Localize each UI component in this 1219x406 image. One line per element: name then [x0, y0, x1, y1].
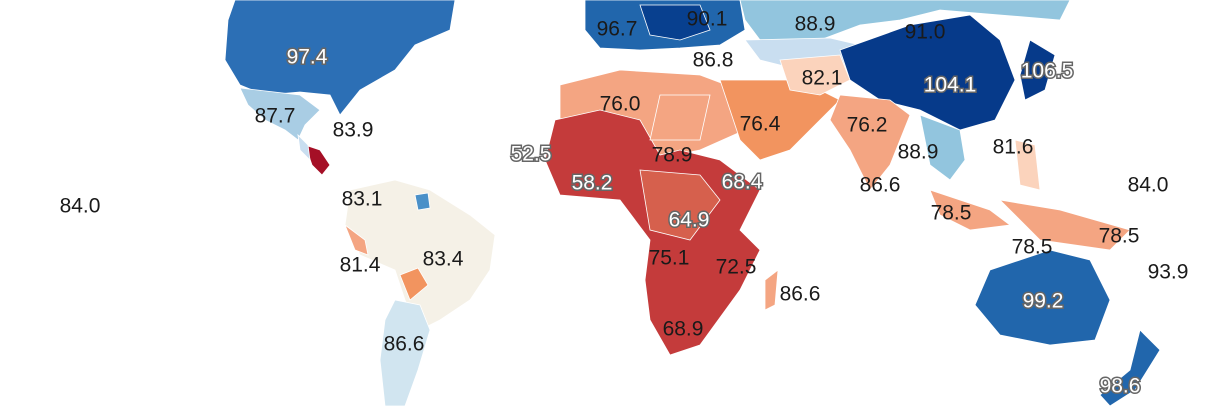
region-label: 106.5 — [1021, 60, 1074, 83]
region-label: 87.7 — [255, 105, 296, 128]
region-label: 91.0 — [905, 21, 946, 44]
region-label: 72.5 — [716, 256, 757, 279]
region-label: 52.5 — [511, 143, 552, 166]
land — [224, 0, 1161, 406]
region-label: 86.6 — [860, 174, 901, 197]
region-label: 78.5 — [1012, 236, 1053, 259]
region-label: 88.9 — [898, 141, 939, 164]
region-label: 76.2 — [847, 114, 888, 137]
region-label: 97.4 — [287, 46, 328, 69]
region-label: 84.0 — [60, 195, 101, 218]
region-label: 84.0 — [1128, 174, 1169, 197]
region-label: 64.9 — [669, 209, 710, 232]
region-label: 90.1 — [687, 8, 728, 31]
region-label: 58.2 — [572, 172, 613, 195]
region-label: 78.9 — [652, 144, 693, 167]
region-label: 81.4 — [340, 254, 381, 277]
region-label: 86.6 — [780, 283, 821, 306]
region-label: 104.1 — [924, 74, 977, 97]
region-label: 88.9 — [795, 13, 836, 36]
region-label: 86.8 — [693, 49, 734, 72]
region-label: 83.1 — [342, 188, 383, 211]
region-label: 96.7 — [597, 18, 638, 41]
labels: 97.4 96.7 90.1 88.9 91.0 106.5 104.1 86.8 82.1 87… — [60, 8, 1189, 400]
region-label: 82.1 — [802, 67, 843, 90]
region-label: 68.4 — [722, 171, 763, 194]
region-label: 76.4 — [740, 113, 781, 136]
region-label: 78.5 — [931, 202, 972, 225]
region-label: 93.9 — [1148, 261, 1189, 284]
region-label: 99.2 — [1023, 290, 1064, 313]
region-label: 83.9 — [333, 119, 374, 142]
region-label: 76.0 — [600, 93, 641, 116]
region-label: 68.9 — [663, 318, 704, 341]
region-label: 81.6 — [993, 136, 1034, 159]
region-label: 78.5 — [1099, 225, 1140, 248]
region-label: 83.4 — [423, 248, 464, 271]
region-label: 98.6 — [1100, 375, 1141, 398]
region-label: 86.6 — [384, 333, 425, 356]
region-label: 75.1 — [649, 247, 690, 270]
